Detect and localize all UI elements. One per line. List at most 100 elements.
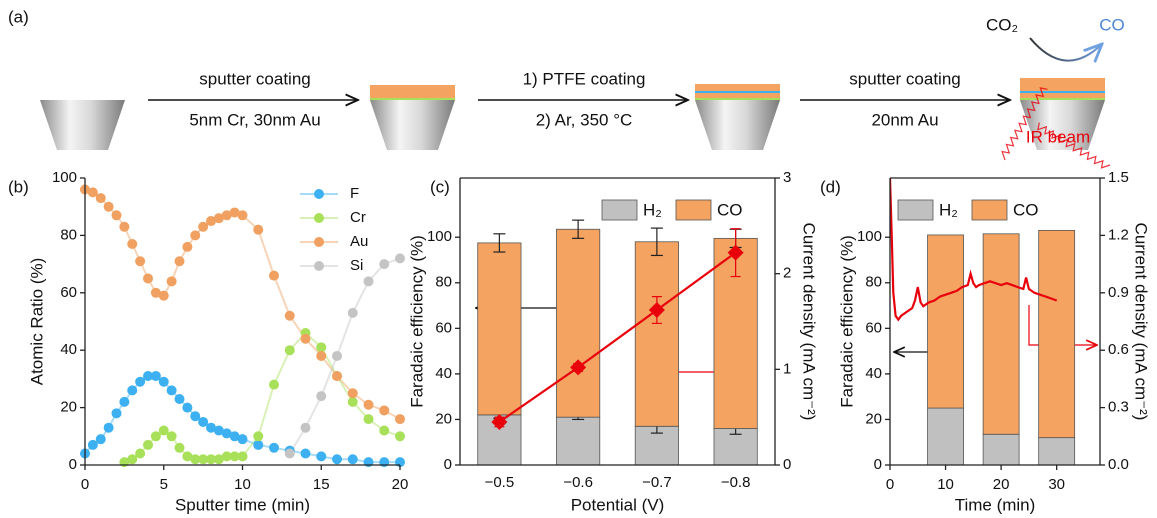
x-tick-label: −0.7	[642, 474, 672, 491]
x-tick-label: 0	[81, 476, 89, 493]
x-tick-label: 20	[392, 476, 409, 493]
point	[316, 342, 326, 352]
plot-area	[478, 220, 758, 465]
au-layer	[370, 85, 455, 98]
cone	[695, 100, 780, 150]
panel-label: (c)	[430, 177, 450, 196]
y2-tick-label: 0.0	[1108, 456, 1129, 473]
point	[104, 202, 114, 212]
panel-label: (d)	[820, 177, 841, 196]
step-label: 5nm Cr, 30nm Au	[189, 110, 320, 129]
point	[316, 351, 326, 361]
point	[285, 449, 295, 459]
point	[119, 397, 129, 407]
point	[127, 385, 137, 395]
y-tick-label: 40	[865, 365, 882, 382]
x-tick-label: 0	[886, 476, 894, 493]
point	[96, 434, 106, 444]
point	[159, 291, 169, 301]
cr-layer	[1020, 98, 1105, 100]
y-tick-label: 80	[435, 274, 452, 291]
point	[348, 308, 358, 318]
legend-swatch	[898, 200, 933, 220]
legend-item: Au	[300, 233, 368, 250]
point	[379, 259, 389, 269]
x-tick-label: 15	[313, 476, 330, 493]
step-label: 2) Ar, 350 °C	[536, 110, 633, 129]
bar	[478, 243, 521, 415]
legend-item: F	[300, 185, 359, 202]
point	[301, 334, 311, 344]
x-tick-label: 10	[234, 476, 251, 493]
point	[182, 403, 192, 413]
x-tick-label: 20	[993, 476, 1010, 493]
bar	[983, 434, 1019, 465]
y-tick-label: 20	[60, 399, 77, 416]
step-label: 20nm Au	[871, 110, 938, 129]
y2-tick-label: 2	[783, 265, 791, 282]
legend-item: CO	[972, 200, 1039, 220]
au-layer	[1020, 93, 1105, 98]
y-tick-label: 60	[865, 319, 882, 336]
legend-swatch	[676, 200, 711, 220]
point	[238, 210, 248, 220]
point	[285, 311, 295, 321]
point	[332, 351, 342, 361]
point	[143, 440, 153, 450]
point	[395, 431, 405, 441]
x-tick-label: −0.5	[485, 474, 515, 491]
point	[269, 443, 279, 453]
legend-item: H₂	[898, 200, 958, 220]
ptfe-layer	[1020, 91, 1105, 93]
legend-swatch	[602, 200, 637, 220]
legend-item: Si	[300, 257, 363, 274]
bar	[556, 229, 599, 417]
point	[190, 230, 200, 240]
y-tick-label: 100	[52, 169, 77, 186]
x-tick-label: 10	[937, 476, 954, 493]
y-axis-title: Atomic Ratio (%)	[27, 258, 46, 386]
legend-marker	[314, 213, 324, 223]
y-tick-label: 40	[60, 341, 77, 358]
point	[348, 454, 358, 464]
legend-label: CO	[1013, 200, 1039, 219]
chart: 0204060801000123−0.5−0.6−0.7−0.8(c)Poten…	[407, 169, 818, 515]
point	[119, 222, 129, 232]
chart: 02040608010005101520(b)Sputter time (min…	[8, 169, 408, 515]
y-tick-label: 40	[435, 365, 452, 382]
x-axis-title: Sputter time (min)	[175, 495, 310, 514]
y2-tick-label: 0.9	[1108, 284, 1129, 301]
cone	[370, 100, 455, 150]
y2-tick-label: 1.5	[1108, 169, 1129, 186]
point	[175, 256, 185, 266]
bar	[1039, 438, 1075, 465]
legend-item: Cr	[300, 209, 366, 226]
series-line	[890, 178, 1057, 320]
y2-tick-label: 1.2	[1108, 226, 1129, 243]
point	[96, 193, 106, 203]
legend-label: Cr	[350, 209, 366, 226]
au-layer	[1020, 84, 1105, 91]
legend-label: Si	[350, 257, 363, 274]
point	[167, 431, 177, 441]
point	[167, 276, 177, 286]
au-layer	[1020, 78, 1105, 84]
legend-marker	[314, 237, 324, 247]
y-tick-label: 0	[444, 456, 452, 473]
bar	[928, 408, 964, 465]
schematic: (a) sputter coating 5nm Cr, 30nm Au 1) P…	[8, 7, 1125, 183]
y2-axis-title: Current density (mA cm⁻²)	[1132, 223, 1151, 421]
point	[127, 239, 137, 249]
legend-item: H₂	[602, 200, 662, 220]
cr-layer	[370, 98, 455, 100]
legend-label: F	[350, 185, 359, 202]
legend-marker	[314, 261, 324, 271]
point	[238, 434, 248, 444]
legend-swatch	[972, 200, 1007, 220]
legend-item: CO	[676, 200, 743, 220]
bar	[1039, 230, 1075, 437]
series-line	[499, 253, 735, 422]
y-axis-title: Faradaic efficiency (%)	[407, 235, 426, 408]
point	[269, 271, 279, 281]
